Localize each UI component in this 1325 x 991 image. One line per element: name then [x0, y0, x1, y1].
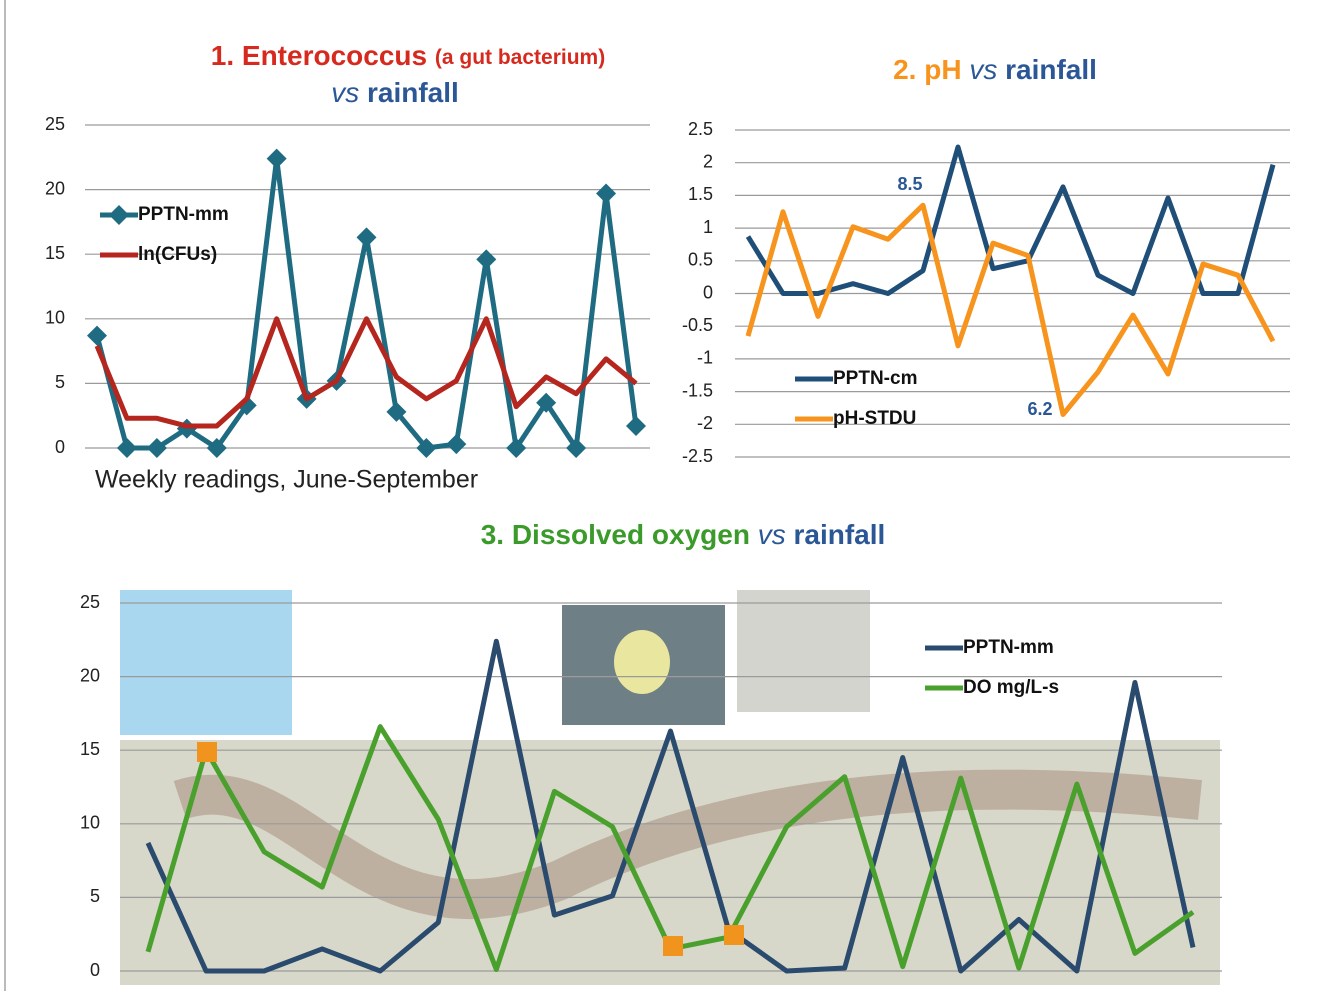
y-tick-label: 25 — [80, 592, 100, 612]
photo-sample-blob — [614, 630, 670, 694]
y-tick-label: -1.5 — [682, 380, 713, 400]
legend-label: PPTN-mm — [963, 637, 1054, 658]
legend-label: PPTN-mm — [138, 204, 229, 225]
y-tick-label: 10 — [80, 813, 100, 833]
title-part: 2. pH — [893, 54, 961, 85]
y-tick-label: 15 — [45, 243, 65, 263]
title-part: 1. Enterococcus — [211, 40, 427, 71]
title-part: rainfall — [793, 519, 885, 550]
legend-label: DO mg/L-s — [963, 677, 1059, 698]
y-tick-label: 15 — [80, 739, 100, 759]
chart-title: vs rainfall — [331, 77, 459, 108]
title-part: (a gut bacterium) — [435, 46, 605, 69]
y-tick-label: -0.5 — [682, 315, 713, 335]
title-part: vs — [969, 54, 997, 85]
title-part: rainfall — [367, 77, 459, 108]
slide: 1. Enterococcus (a gut bacterium) vs rai… — [0, 0, 1325, 991]
chart-title: 2. pH vs rainfall — [893, 54, 1097, 85]
y-tick-label: 2.5 — [688, 119, 713, 139]
y-tick-label: -2.5 — [682, 446, 713, 466]
series-line — [748, 205, 1273, 414]
y-tick-label: 0 — [90, 960, 100, 980]
y-tick-label: -1 — [697, 348, 713, 368]
data-point — [117, 438, 137, 458]
y-tick-label: 0.5 — [688, 250, 713, 270]
y-tick-label: 1 — [703, 217, 713, 237]
legend-label: pH-STDU — [833, 408, 916, 429]
data-point — [446, 434, 466, 454]
y-tick-label: 25 — [45, 114, 65, 134]
chart-title: 1. Enterococcus (a gut bacterium) — [211, 40, 605, 71]
series-line — [748, 147, 1273, 293]
photo-box — [737, 590, 870, 712]
title-part: 3. Dissolved oxygen — [481, 519, 750, 550]
title-part: vs — [758, 519, 786, 550]
y-tick-label: -2 — [697, 413, 713, 433]
annotation: 8.5 — [897, 174, 922, 194]
legend-label: ln(CFUs) — [138, 244, 217, 265]
series-line — [97, 159, 636, 448]
y-tick-label: 5 — [55, 372, 65, 392]
data-point — [596, 183, 616, 203]
data-point — [87, 326, 107, 346]
legend-marker — [109, 205, 129, 225]
y-tick-label: 2 — [703, 151, 713, 171]
photo-microscope — [120, 590, 292, 735]
y-tick-label: 0 — [55, 437, 65, 457]
y-tick-label: 20 — [45, 178, 65, 198]
y-tick-label: 5 — [90, 886, 100, 906]
y-tick-label: 1.5 — [688, 184, 713, 204]
data-point — [267, 149, 287, 169]
chart-title: 3. Dissolved oxygen vs rainfall — [481, 519, 886, 550]
x-axis-label: Weekly readings, June-September — [95, 466, 478, 494]
y-tick-label: 10 — [45, 308, 65, 328]
highlight-square — [724, 925, 744, 945]
y-tick-label: 0 — [703, 282, 713, 302]
annotation: 6.2 — [1027, 399, 1052, 419]
y-tick-label: 20 — [80, 665, 100, 685]
data-point — [476, 249, 496, 269]
highlight-square — [663, 936, 683, 956]
title-part: rainfall — [1005, 54, 1097, 85]
highlight-square — [197, 742, 217, 762]
legend-label: PPTN-cm — [833, 368, 917, 389]
data-point — [626, 416, 646, 436]
series-line — [97, 319, 636, 426]
data-point — [357, 227, 377, 247]
title-part: vs — [331, 77, 359, 108]
